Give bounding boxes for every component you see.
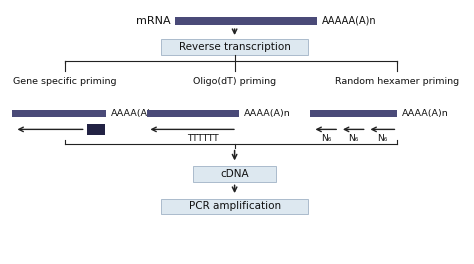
Bar xyxy=(87,124,105,135)
Text: N₆: N₆ xyxy=(348,134,358,143)
Text: Reverse transcription: Reverse transcription xyxy=(179,42,291,52)
FancyBboxPatch shape xyxy=(193,166,276,182)
Text: N₆: N₆ xyxy=(320,134,331,143)
Bar xyxy=(12,110,106,117)
Text: Gene specific priming: Gene specific priming xyxy=(13,77,117,86)
Text: cDNA: cDNA xyxy=(220,169,249,179)
FancyBboxPatch shape xyxy=(161,39,308,55)
Text: AAAA(A)n: AAAA(A)n xyxy=(402,109,449,118)
Text: AAAAA(A)n: AAAAA(A)n xyxy=(322,16,376,26)
Text: Random hexamer priming: Random hexamer priming xyxy=(335,77,459,86)
Bar xyxy=(147,110,239,117)
Text: AAAA(A)n: AAAA(A)n xyxy=(111,109,157,118)
Text: TTTTTT: TTTTTT xyxy=(187,134,219,143)
Bar xyxy=(310,110,397,117)
FancyBboxPatch shape xyxy=(161,199,308,214)
Bar xyxy=(175,17,317,25)
Text: AAAA(A)n: AAAA(A)n xyxy=(244,109,291,118)
Text: N₆: N₆ xyxy=(377,134,387,143)
Text: mRNA: mRNA xyxy=(136,16,171,26)
Text: Oligo(dT) priming: Oligo(dT) priming xyxy=(193,77,276,86)
Text: PCR amplification: PCR amplification xyxy=(189,201,281,211)
